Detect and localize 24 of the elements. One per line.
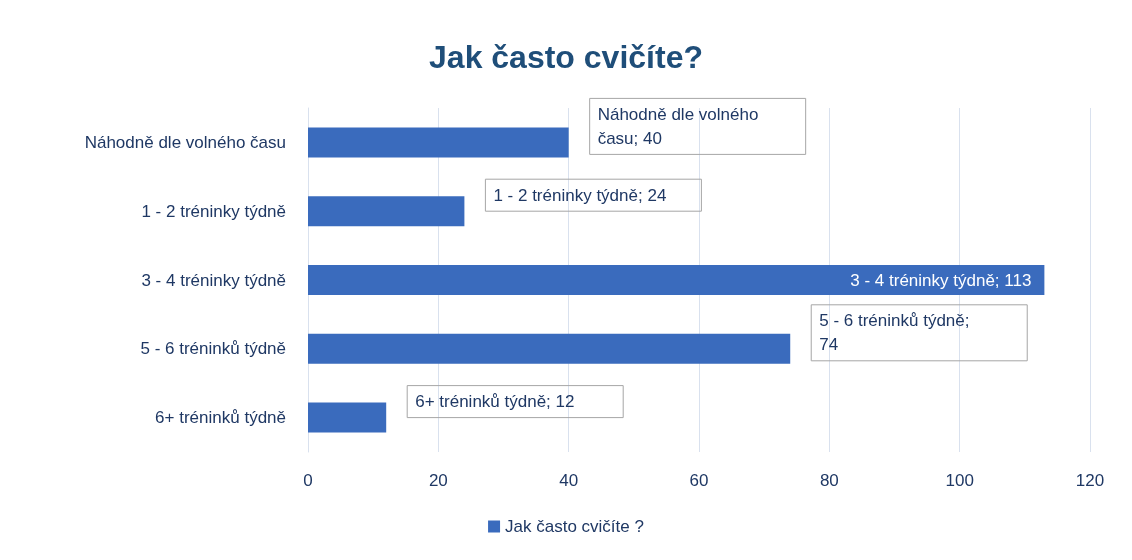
y-tick-label: 6+ tréninků týdně xyxy=(155,408,286,428)
bar xyxy=(308,127,569,158)
x-tick-label: 80 xyxy=(819,471,839,490)
x-tick-label: 20 xyxy=(428,471,448,490)
bar xyxy=(308,402,387,433)
data-label: 5 - 6 tréninků týdně; 74 xyxy=(819,311,975,355)
x-tick-label: 60 xyxy=(689,471,709,490)
data-label: 3 - 4 tréninky týdně; 113 xyxy=(850,270,1032,290)
data-label: 1 - 2 tréninky týdně; 24 xyxy=(493,185,667,205)
chart-title: Jak často cvičíte? xyxy=(429,39,703,75)
y-tick-label: 3 - 4 tréninky týdně xyxy=(141,270,286,290)
data-label: 6+ tréninků týdně; 12 xyxy=(415,392,575,412)
bar xyxy=(308,265,1045,295)
bar xyxy=(308,196,465,227)
data-label: Náhodně dle volného času; 40 xyxy=(597,104,764,148)
x-tick-label: 0 xyxy=(303,471,313,490)
x-tick-label: 120 xyxy=(1075,471,1105,490)
x-tick-label: 100 xyxy=(945,471,974,490)
bar xyxy=(308,333,791,364)
y-tick-label: Náhodně dle volného času xyxy=(84,132,286,152)
legend-label: Jak často cvičíte ? xyxy=(505,517,644,536)
x-tick-label: 40 xyxy=(559,471,579,490)
y-tick-label: 1 - 2 tréninky týdně xyxy=(141,201,286,221)
y-tick-label: 5 - 6 tréninků týdně xyxy=(140,339,286,359)
